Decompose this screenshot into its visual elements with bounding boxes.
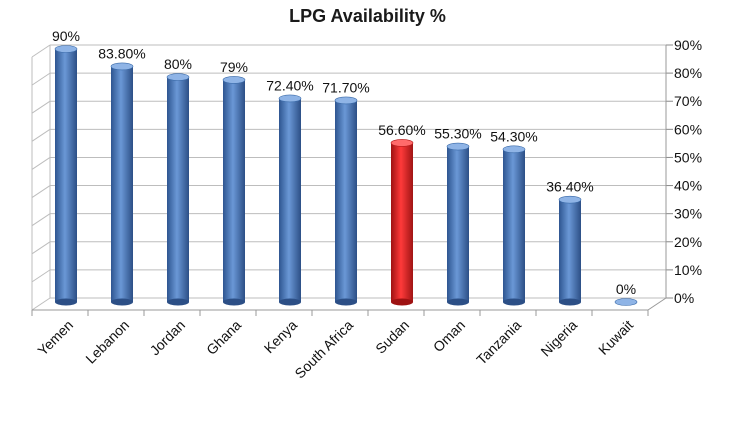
category-label: Sudan — [372, 317, 412, 357]
bar-oman — [446, 142, 470, 306]
bar-jordan — [166, 73, 190, 306]
bar-sudan — [390, 139, 414, 306]
category-label: Kenya — [261, 317, 301, 357]
gridline-side — [31, 297, 51, 311]
bar-top — [222, 76, 246, 84]
bar-body — [335, 100, 357, 303]
category-label: Tanzania — [473, 317, 524, 368]
bar-layer — [54, 45, 638, 306]
y-tick-label: 20% — [674, 234, 702, 250]
data-label: 83.80% — [98, 45, 145, 61]
y-tick-label: 70% — [674, 93, 702, 109]
y-tick-label: 40% — [674, 178, 702, 194]
bar-top — [54, 45, 78, 53]
bar-top — [390, 139, 414, 147]
data-label: 72.40% — [266, 77, 313, 93]
bar-top — [502, 145, 526, 154]
bar-kuwait — [614, 298, 638, 306]
data-label: 56.60% — [378, 122, 425, 138]
bar-base — [55, 298, 77, 306]
bar-nigeria — [558, 195, 582, 306]
category-label: Yemen — [34, 317, 76, 359]
bar-body — [503, 149, 525, 302]
category-label: Kuwait — [595, 317, 636, 358]
y-tick-label: 10% — [674, 262, 702, 278]
y-tick-label: 80% — [674, 65, 702, 81]
bar-body — [391, 142, 413, 302]
bar-ghana — [222, 76, 246, 306]
gridline-side — [31, 241, 51, 255]
bar-base — [559, 298, 581, 306]
bar-base — [447, 298, 469, 306]
gridline-side — [31, 72, 51, 86]
chart-title: LPG Availability % — [289, 6, 446, 26]
category-label: Nigeria — [537, 317, 580, 360]
y-tick-label: 0% — [674, 290, 694, 306]
gridline-side — [31, 128, 51, 142]
gridline-side — [31, 213, 51, 227]
category-label: Jordan — [147, 317, 189, 359]
gridline-side — [31, 157, 51, 170]
bar-body — [279, 98, 301, 302]
bar-body — [223, 79, 245, 302]
category-label: Oman — [430, 317, 468, 355]
data-label: 90% — [52, 28, 80, 44]
bar-body — [167, 77, 189, 302]
label-layer: 0% 10% 20% 30% 40% 50% 60% 70% 80% 90% 90% Yemen 83.… — [34, 28, 702, 382]
y-tick-label: 50% — [674, 149, 702, 165]
bar-top — [558, 195, 582, 204]
bar-base — [503, 298, 525, 306]
bar-top — [110, 62, 134, 71]
data-label: 36.40% — [546, 179, 593, 195]
bar-body — [55, 49, 77, 302]
bar-tanzania — [502, 145, 526, 306]
bar-base — [223, 298, 245, 306]
data-label: 71.70% — [322, 79, 369, 95]
gridline-side — [31, 44, 51, 58]
bar-kenya — [278, 94, 302, 306]
bar-lebanon — [110, 62, 134, 306]
gridline-side — [31, 269, 51, 283]
bar-south-africa — [334, 96, 358, 306]
category-label: Lebanon — [82, 317, 132, 367]
bar-top — [334, 96, 358, 105]
bar-base — [279, 298, 301, 306]
data-label: 0% — [616, 281, 636, 297]
bar-top — [166, 73, 190, 81]
data-label: 55.30% — [434, 126, 481, 142]
gridline-side — [31, 100, 51, 114]
floor-right-edge — [647, 297, 667, 311]
category-label: Ghana — [203, 317, 244, 358]
bar-top — [614, 298, 638, 306]
y-tick-label: 60% — [674, 121, 702, 137]
data-label: 54.30% — [490, 128, 537, 144]
gridline-side — [31, 185, 51, 198]
bar-body — [559, 199, 581, 302]
bar-base — [167, 298, 189, 306]
bar-base — [111, 298, 133, 306]
bar-body — [447, 146, 469, 302]
bar-base — [335, 298, 357, 306]
bar-body — [111, 66, 133, 302]
bar-yemen — [54, 45, 78, 306]
category-label: South Africa — [291, 317, 356, 382]
y-tick-label: 30% — [674, 206, 702, 222]
bar-base — [391, 298, 413, 306]
y-tick-label: 90% — [674, 37, 702, 53]
data-label: 79% — [220, 59, 248, 75]
bar-top — [446, 142, 470, 151]
bar-top — [278, 94, 302, 103]
data-label: 80% — [164, 56, 192, 72]
